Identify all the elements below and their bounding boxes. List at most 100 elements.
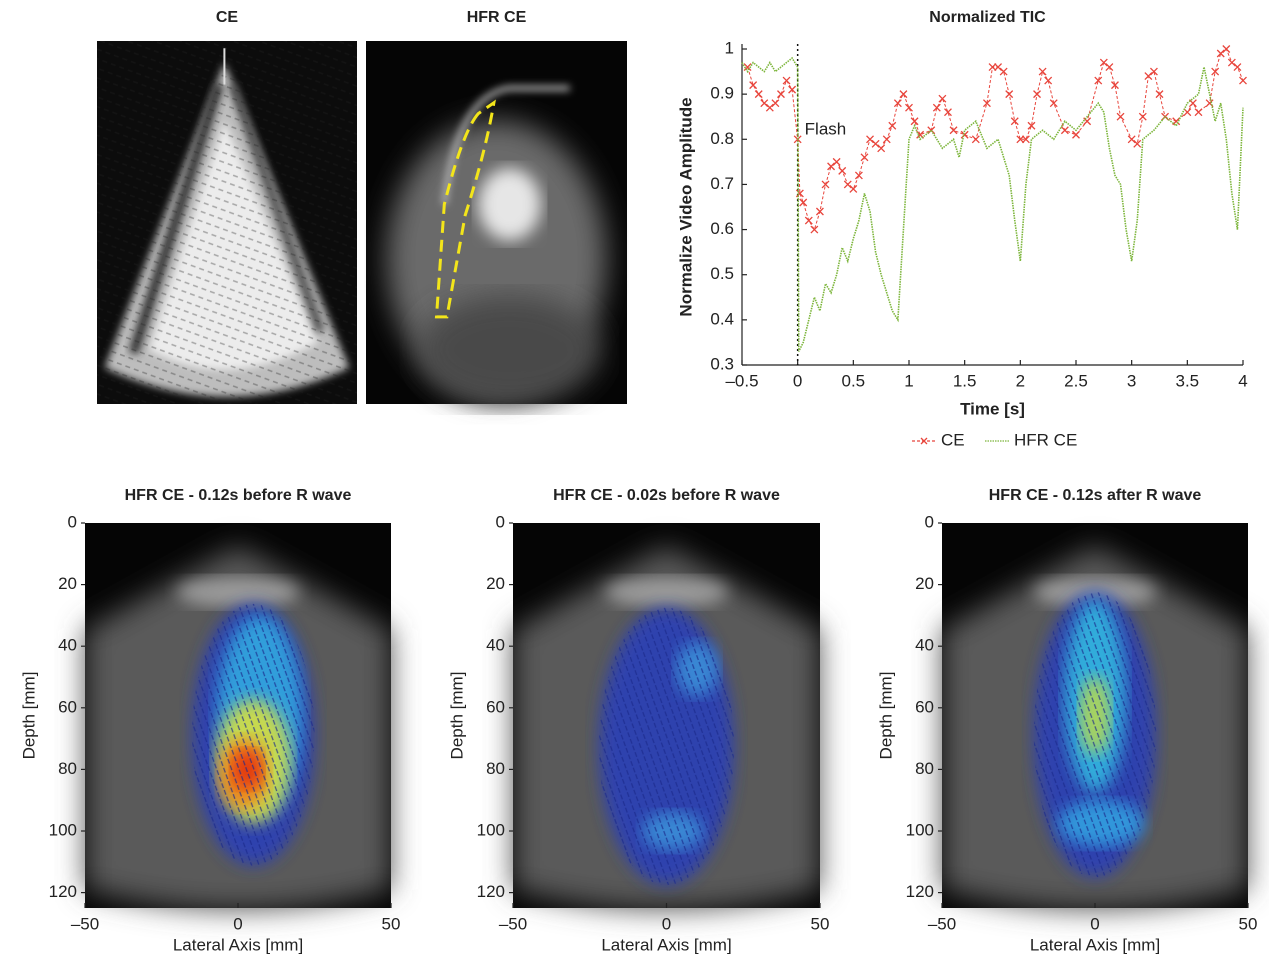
y-axis-label: Normalize Video Amplitude [676, 97, 695, 316]
y-tick-label: 0.9 [710, 84, 734, 103]
marker [861, 154, 868, 161]
marker [816, 208, 823, 215]
y-tick-label: 0 [496, 512, 505, 531]
marker [750, 82, 757, 89]
marker [894, 100, 901, 107]
panel-title: HFR CE - 0.02s before R wave [553, 487, 780, 504]
panel: CE [97, 9, 357, 404]
x-tick-label: 1.5 [953, 371, 977, 390]
marker [772, 100, 779, 107]
marker [867, 136, 874, 143]
marker [1006, 91, 1013, 98]
marker [828, 163, 835, 170]
marker [883, 136, 890, 143]
tissue [177, 577, 299, 608]
marker [1100, 59, 1107, 66]
marker [1223, 46, 1230, 53]
marker [1189, 100, 1196, 107]
y-tick-label: 120 [477, 882, 505, 901]
marker [906, 104, 913, 111]
marker [755, 91, 762, 98]
y-tick-label: 40 [915, 636, 934, 655]
y-axis-label: Depth [mm] [876, 672, 895, 760]
y-tick-label: 80 [58, 759, 77, 778]
marker [1156, 91, 1163, 98]
x-tick-label: –50 [71, 914, 99, 933]
marker [783, 77, 790, 84]
marker [950, 127, 957, 134]
y-tick-label: 20 [915, 574, 934, 593]
tissue [605, 577, 728, 608]
marker [939, 95, 946, 102]
marker [1228, 59, 1235, 66]
marker [839, 167, 846, 174]
marker [1117, 113, 1124, 120]
x-tick-label: –0.5 [725, 371, 758, 390]
panel-title: Normalized TIC [929, 9, 1046, 26]
page: {"chart_data": [ {"type": "image", "titl… [0, 0, 1269, 959]
panel-title: HFR CE [467, 9, 527, 26]
y-tick-label: 20 [58, 574, 77, 593]
marker [811, 226, 818, 233]
marker [761, 100, 768, 107]
marker [777, 91, 784, 98]
marker [844, 181, 851, 188]
x-axis-label: Lateral Axis [mm] [601, 935, 731, 954]
y-tick-label: 0.8 [710, 129, 734, 148]
marker [933, 104, 940, 111]
y-tick-label: 0.6 [710, 219, 734, 238]
marker [766, 104, 773, 111]
marker [1039, 68, 1046, 75]
marker [1050, 100, 1057, 107]
y-tick-label: 120 [49, 882, 77, 901]
marker [1240, 77, 1247, 84]
flow-vectors [1034, 592, 1156, 877]
marker [1128, 136, 1135, 143]
y-tick-label: 0.3 [710, 354, 734, 373]
y-tick-label: 0.7 [710, 174, 734, 193]
x-tick-label: 50 [382, 914, 401, 933]
legend-marker [921, 438, 927, 444]
y-tick-label: 1 [725, 38, 734, 57]
y-axis-label: Depth [mm] [447, 672, 466, 760]
x-tick-label: 1 [904, 371, 913, 390]
y-tick-label: 0.5 [710, 264, 734, 283]
marker [961, 131, 968, 138]
marker [900, 91, 907, 98]
marker [944, 109, 951, 116]
y-tick-label: 60 [486, 697, 505, 716]
x-tick-label: 2 [1016, 371, 1025, 390]
bright-region [478, 168, 541, 241]
x-tick-label: 0 [1090, 914, 1099, 933]
x-tick-label: 0 [662, 914, 671, 933]
marker [1095, 77, 1102, 84]
marker [1073, 131, 1080, 138]
flow-vectors [599, 608, 734, 885]
x-tick-label: 2.5 [1064, 371, 1088, 390]
panel-title: HFR CE - 0.12s before R wave [125, 487, 352, 504]
marker [1034, 91, 1041, 98]
y-tick-label: 100 [906, 820, 934, 839]
marker [850, 185, 857, 192]
y-tick-label: 40 [486, 636, 505, 655]
x-axis-label: Lateral Axis [mm] [173, 935, 303, 954]
marker [1000, 68, 1007, 75]
y-tick-label: 100 [49, 820, 77, 839]
marker [800, 199, 807, 206]
y-tick-label: 60 [915, 697, 934, 716]
x-tick-label: 50 [1239, 914, 1258, 933]
marker [1217, 50, 1224, 57]
x-tick-label: 0.5 [842, 371, 866, 390]
marker [872, 140, 879, 147]
flow-vectors [192, 604, 314, 866]
marker [1145, 73, 1152, 80]
x-tick-label: 3 [1127, 371, 1136, 390]
y-tick-label: 60 [58, 697, 77, 716]
y-tick-label: 0 [925, 512, 934, 531]
x-tick-label: 0 [793, 371, 802, 390]
marker [972, 136, 979, 143]
marker [995, 64, 1002, 71]
